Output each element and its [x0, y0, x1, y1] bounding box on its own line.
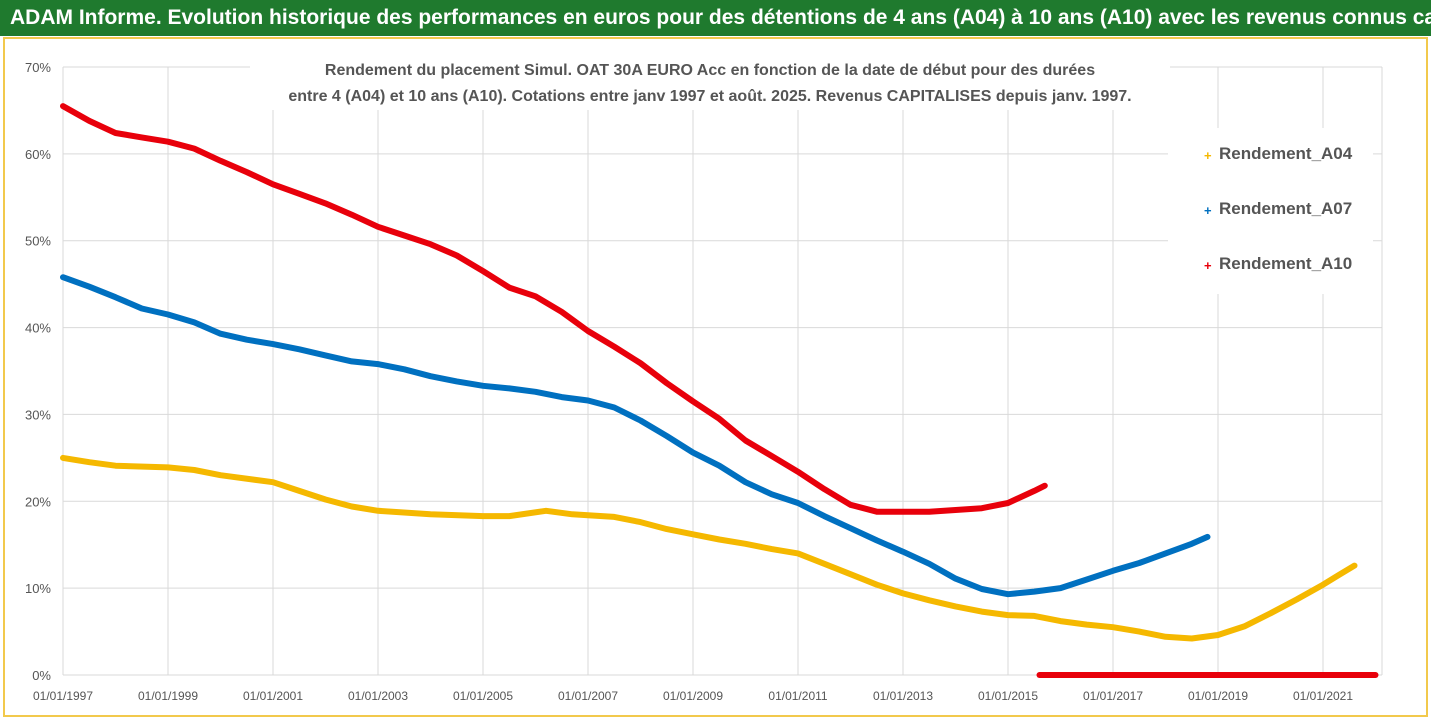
- x-tick-label: 01/01/2017: [1083, 689, 1143, 703]
- legend-marker-a07: +: [1204, 203, 1212, 218]
- x-tick-label: 01/01/1999: [138, 689, 198, 703]
- series-lines: [60, 103, 1379, 678]
- y-tick-label: 10%: [25, 581, 51, 596]
- chart-frame: [3, 37, 1428, 717]
- x-tick-label: 01/01/2019: [1188, 689, 1248, 703]
- series-line-rendement_a10: [60, 103, 1048, 515]
- x-tick-label: 01/01/2013: [873, 689, 933, 703]
- legend-marker-a04: +: [1204, 148, 1212, 163]
- y-tick-label: 50%: [25, 234, 51, 249]
- header-title: ADAM Informe. Evolution historique des p…: [0, 0, 1431, 36]
- x-tick-label: 01/01/2021: [1293, 689, 1353, 703]
- legend-label-a07: Rendement_A07: [1219, 199, 1353, 218]
- x-tick-label: 01/01/2009: [663, 689, 723, 703]
- y-tick-label: 20%: [25, 494, 51, 509]
- y-tick-label: 0%: [32, 668, 51, 683]
- x-tick-label: 01/01/2005: [453, 689, 513, 703]
- x-tick-label: 01/01/1997: [33, 689, 93, 703]
- series-line-rendement_a04: [60, 454, 1358, 642]
- x-tick-label: 01/01/2001: [243, 689, 303, 703]
- series-line-rendement_a07: [60, 274, 1211, 598]
- legend-marker-a10: +: [1204, 258, 1212, 273]
- y-tick-label: 60%: [25, 147, 51, 162]
- x-tick-label: 01/01/2003: [348, 689, 408, 703]
- chart-title: Rendement du placement Simul. OAT 30A EU…: [250, 58, 1170, 110]
- y-tick-label: 40%: [25, 321, 51, 336]
- y-tick-label: 30%: [25, 407, 51, 422]
- y-axis-ticks: 0% 10% 20% 30% 40% 50% 60% 70%: [25, 60, 51, 683]
- x-tick-label: 01/01/2007: [558, 689, 618, 703]
- chart-title-line-1: Rendement du placement Simul. OAT 30A EU…: [324, 62, 1096, 79]
- x-tick-label: 01/01/2015: [978, 689, 1038, 703]
- y-tick-label: 70%: [25, 60, 51, 75]
- legend-label-a10: Rendement_A10: [1219, 254, 1353, 273]
- legend-label-a04: Rendement_A04: [1219, 144, 1353, 163]
- x-axis-ticks: 01/01/1997 01/01/1999 01/01/2001 01/01/2003…: [33, 689, 1353, 703]
- legend: + Rendement_A04 + Rendement_A07 + Rendem…: [1168, 128, 1373, 294]
- chart-title-line-2: entre 4 (A04) et 10 ans (A10). Cotations…: [288, 88, 1132, 105]
- x-tick-label: 01/01/2011: [768, 689, 827, 703]
